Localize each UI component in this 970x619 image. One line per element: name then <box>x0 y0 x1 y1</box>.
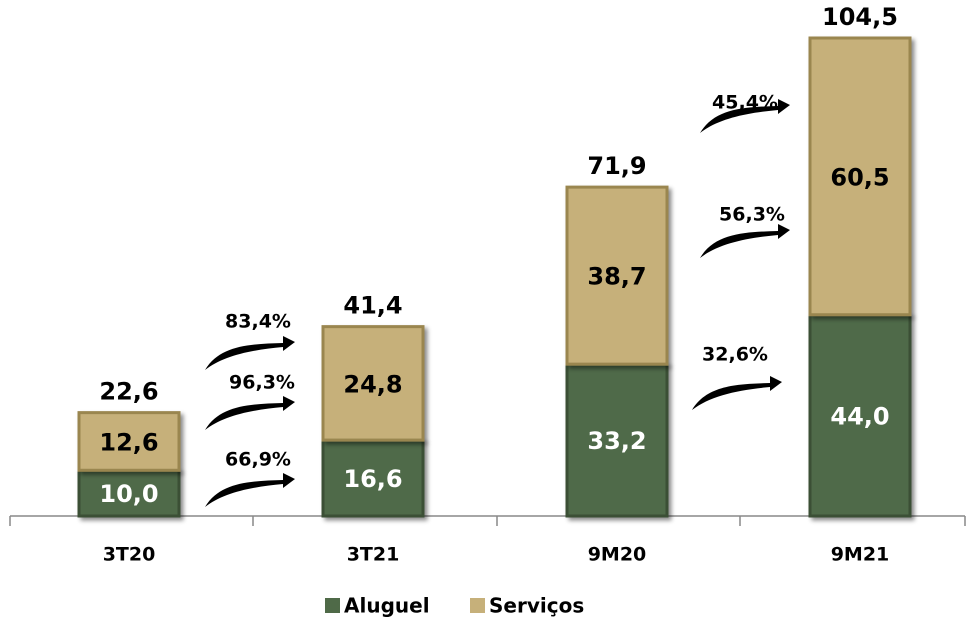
growth-label: 56,3% <box>719 204 785 226</box>
x-tick-label: 3T21 <box>347 544 400 566</box>
growth-arrow <box>700 224 790 258</box>
legend-swatch <box>470 598 485 613</box>
bar-value-label: 10,0 <box>99 480 158 508</box>
growth-label: 32,6% <box>702 344 768 366</box>
bar-segment <box>808 313 912 518</box>
total-label: 41,4 <box>343 292 402 320</box>
bar-value-label: 16,6 <box>343 465 402 493</box>
bar-value-label: 60,5 <box>830 163 889 191</box>
bar-value-label: 12,6 <box>99 428 158 456</box>
bar-segment <box>808 36 912 317</box>
growth-arrow <box>205 396 295 430</box>
x-tick-label: 3T20 <box>103 544 156 566</box>
x-tick-label: 9M20 <box>588 544 647 566</box>
total-label: 71,9 <box>587 152 646 180</box>
growth-label: 96,3% <box>229 372 295 394</box>
bar-value-label: 24,8 <box>343 370 402 398</box>
legend-label: Aluguel <box>344 594 430 618</box>
x-tick-label: 9M21 <box>831 544 890 566</box>
bar-value-label: 44,0 <box>830 402 889 430</box>
total-label: 22,6 <box>99 378 158 406</box>
growth-arrow <box>700 99 790 133</box>
bar-segment <box>565 185 669 366</box>
growth-arrow <box>205 336 295 370</box>
bar-segment <box>565 362 669 518</box>
arrows <box>205 99 790 507</box>
growth-label: 45,4% <box>712 92 778 114</box>
growth-label: 66,9% <box>225 449 291 471</box>
bar-value-label: 33,2 <box>587 427 646 455</box>
growth-label: 83,4% <box>225 311 291 333</box>
growth-arrow <box>692 376 782 410</box>
legend-label: Serviços <box>489 594 584 618</box>
bar-value-label: 38,7 <box>587 263 646 291</box>
growth-arrow <box>205 473 295 507</box>
bar-segment <box>321 325 425 442</box>
total-label: 104,5 <box>822 3 898 31</box>
bar-segment <box>77 411 181 472</box>
legend-swatch <box>325 598 340 613</box>
bar-segment <box>321 438 425 518</box>
